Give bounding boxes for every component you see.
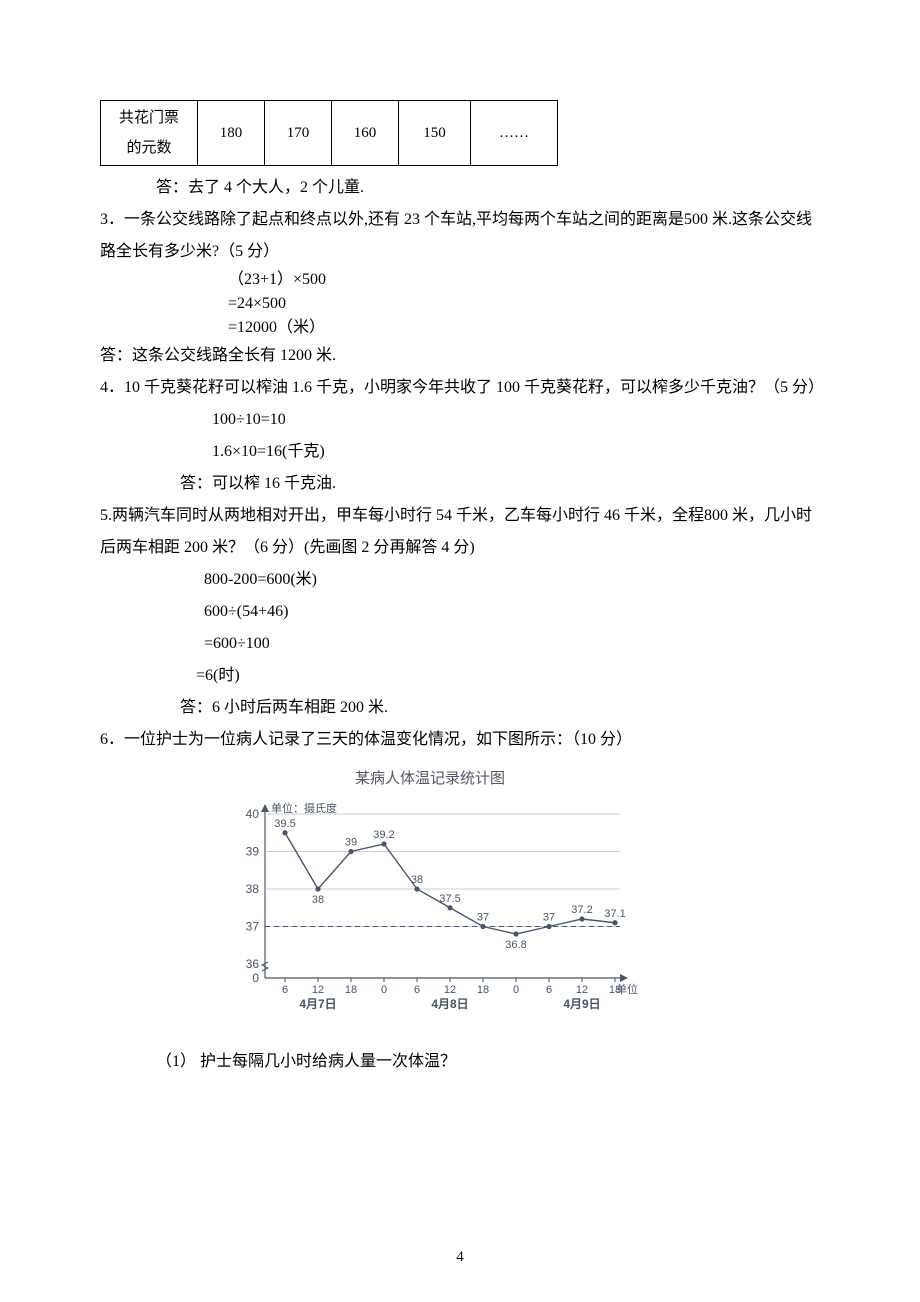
svg-text:40: 40 xyxy=(246,807,260,821)
svg-text:37: 37 xyxy=(477,912,489,924)
svg-text:18: 18 xyxy=(345,984,357,996)
svg-text:37: 37 xyxy=(543,912,555,924)
q5-calc-4: =6(时) xyxy=(100,660,820,692)
page-number: 4 xyxy=(0,1242,920,1272)
svg-text:4月8日: 4月8日 xyxy=(431,997,468,1011)
page: 共花门票 的元数 180 170 160 150 …… 答：去了 4 个大人，2… xyxy=(0,0,920,1302)
table-cell: 150 xyxy=(399,101,471,166)
svg-text:36.8: 36.8 xyxy=(505,939,526,951)
svg-text:6: 6 xyxy=(282,984,288,996)
q4-calc-2: 1.6×10=16(千克) xyxy=(100,436,820,468)
svg-text:36: 36 xyxy=(246,957,260,971)
q4-text: 4．10 千克葵花籽可以榨油 1.6 千克，小明家今年共收了 100 千克葵花籽… xyxy=(100,372,820,404)
svg-text:37.1: 37.1 xyxy=(604,908,625,920)
q5-calc-2: 600÷(54+46) xyxy=(100,596,820,628)
q5-calc-3: =600÷100 xyxy=(100,628,820,660)
svg-text:39: 39 xyxy=(345,837,357,849)
svg-text:0: 0 xyxy=(381,984,387,996)
q6-sub1: （1） 护士每隔几小时给病人量一次体温？ xyxy=(100,1046,820,1078)
chart-title: 某病人体温记录统计图 xyxy=(220,764,640,794)
svg-text:4月9日: 4月9日 xyxy=(563,997,600,1011)
svg-text:38: 38 xyxy=(411,874,423,886)
table-cell: 170 xyxy=(265,101,332,166)
q2-answer: 答：去了 4 个大人，2 个儿童. xyxy=(100,172,820,204)
temperature-chart: 某病人体温记录统计图 36 37 38 39 40 0 单位：摄氏度 6 12 18 0 6 12 18 0… xyxy=(220,764,640,1038)
ticket-cost-table: 共花门票 的元数 180 170 160 150 …… xyxy=(100,100,558,166)
svg-text:4月7日: 4月7日 xyxy=(299,997,336,1011)
svg-text:12: 12 xyxy=(444,984,456,996)
svg-text:38: 38 xyxy=(246,882,260,896)
table-cell: 160 xyxy=(332,101,399,166)
svg-text:单位：时: 单位：时 xyxy=(616,982,640,996)
row-label-line2: 的元数 xyxy=(109,133,189,163)
svg-text:37.2: 37.2 xyxy=(571,904,592,916)
svg-text:37: 37 xyxy=(246,920,260,934)
svg-text:39.2: 39.2 xyxy=(373,829,394,841)
svg-text:38: 38 xyxy=(312,894,324,906)
q5-text: 5.两辆汽车同时从两地相对开出，甲车每小时行 54 千米，乙车每小时行 46 千… xyxy=(100,500,820,564)
svg-text:0: 0 xyxy=(252,971,259,985)
svg-text:39: 39 xyxy=(246,845,260,859)
svg-text:39.5: 39.5 xyxy=(274,818,295,830)
q4-calc-1: 100÷10=10 xyxy=(100,404,820,436)
row-label-cell: 共花门票 的元数 xyxy=(101,101,198,166)
q3-text: 3．一条公交线路除了起点和终点以外,还有 23 个车站,平均每两个车站之间的距离… xyxy=(100,204,820,268)
q3-calc-1: （23+1）×500 xyxy=(100,268,820,292)
q4-answer: 答：可以榨 16 千克油. xyxy=(100,468,820,500)
table-cell: …… xyxy=(471,101,558,166)
q6-text: 6．一位护士为一位病人记录了三天的体温变化情况，如下图所示：（10 分） xyxy=(100,724,820,756)
q5-answer: 答：6 小时后两车相距 200 米. xyxy=(100,692,820,724)
temperature-chart-svg: 36373839400单位：摄氏度61218061218061218单位：时4月… xyxy=(220,796,640,1026)
q5-calc-1: 800-200=600(米) xyxy=(100,564,820,596)
svg-text:12: 12 xyxy=(312,984,324,996)
svg-text:12: 12 xyxy=(576,984,588,996)
svg-text:37.5: 37.5 xyxy=(439,893,460,905)
svg-text:6: 6 xyxy=(546,984,552,996)
table-cell: 180 xyxy=(198,101,265,166)
svg-text:18: 18 xyxy=(477,984,489,996)
table-row: 共花门票 的元数 180 170 160 150 …… xyxy=(101,101,558,166)
q3-calc-2: =24×500 xyxy=(100,292,820,316)
svg-text:6: 6 xyxy=(414,984,420,996)
svg-text:单位：摄氏度: 单位：摄氏度 xyxy=(271,801,337,815)
svg-text:0: 0 xyxy=(513,984,519,996)
row-label-line1: 共花门票 xyxy=(109,103,189,133)
q3-answer: 答：这条公交线路全长有 1200 米. xyxy=(100,340,820,372)
q3-calc-3: =12000（米） xyxy=(100,316,820,340)
